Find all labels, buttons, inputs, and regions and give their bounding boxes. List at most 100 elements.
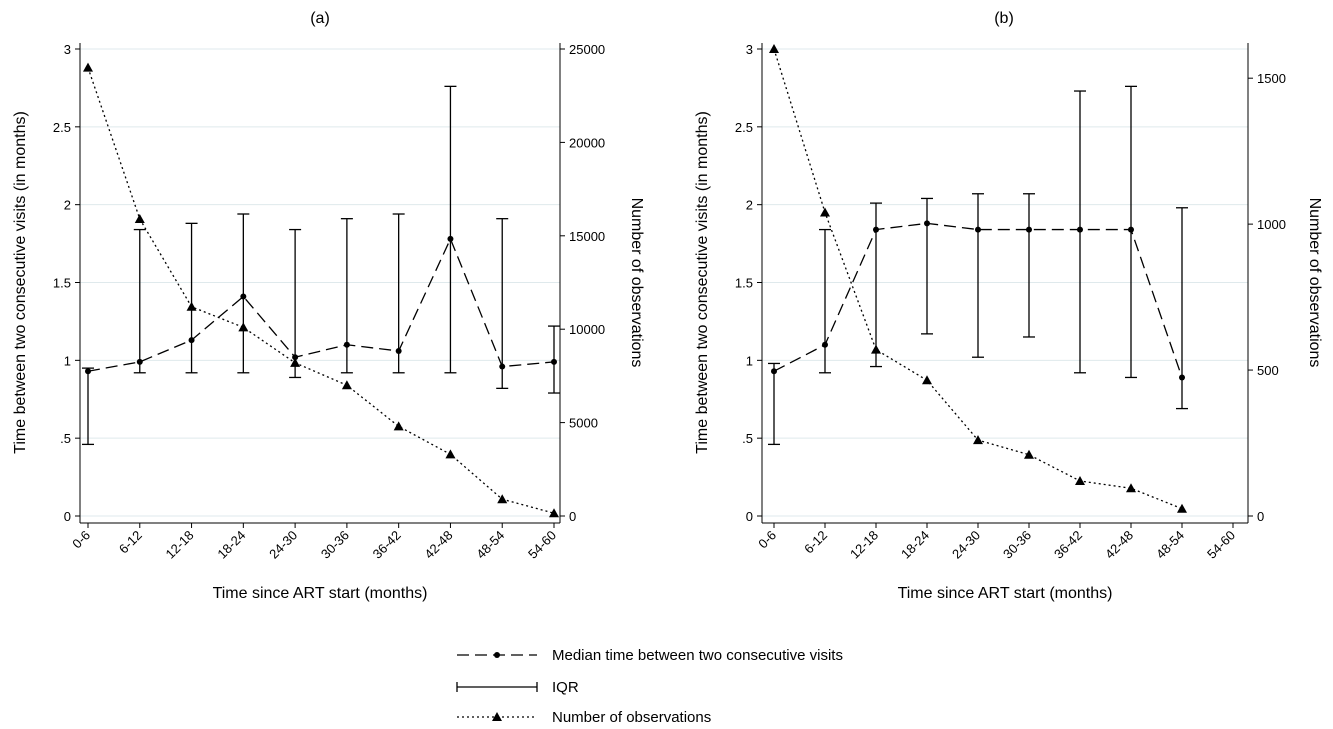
median-point — [822, 341, 828, 348]
observations-point — [83, 62, 93, 72]
y-tick-label: 1.5 — [735, 276, 753, 291]
y2-tick-label: 0 — [569, 509, 576, 524]
x-tick-label: 12-18 — [847, 528, 881, 562]
observations-point — [1024, 449, 1034, 459]
observations-point — [445, 449, 456, 459]
y-tick-label: .5 — [742, 431, 753, 446]
median-point — [188, 337, 195, 344]
y-tick-label: 3 — [64, 42, 71, 57]
x-tick-label: 12-18 — [163, 528, 197, 562]
y2-axis-title: Number of observations — [628, 198, 645, 368]
median-point — [343, 341, 350, 348]
x-tick-label: 30-36 — [1000, 528, 1034, 562]
observations-point — [922, 375, 932, 385]
observations-point — [549, 508, 559, 518]
median-point — [447, 235, 454, 242]
y-tick-label: 1 — [746, 353, 753, 368]
y-tick-label: 2 — [746, 198, 753, 213]
x-axis-title: Time since ART start (months) — [898, 585, 1113, 602]
observations-point — [1075, 475, 1085, 485]
observations-point — [871, 344, 881, 354]
y2-tick-label: 20000 — [569, 135, 605, 150]
median-point — [395, 347, 402, 354]
median-point — [1026, 226, 1032, 233]
legend-median-label: Median time between two consecutive visi… — [552, 647, 843, 664]
y-tick-label: 2 — [64, 198, 71, 213]
x-tick-label: 48-54 — [1153, 528, 1187, 562]
observations-point — [393, 421, 404, 431]
panel-b: (b) 0 .5 1 1.5 2 2.5 3 0 500 1000 1500 0-6 6-12 12-18 1… — [694, 10, 1323, 602]
y2-tick-label: 15000 — [569, 229, 605, 244]
observations-point — [769, 44, 779, 53]
median-point — [136, 358, 143, 365]
median-point — [924, 220, 930, 227]
y-tick-label: .5 — [60, 431, 71, 446]
legend-median: Median time between two consecutive visi… — [457, 647, 843, 664]
median-point — [1128, 226, 1134, 233]
median-line — [87, 237, 555, 372]
y2-tick-label: 5000 — [569, 416, 598, 431]
x-tick-label: 0-6 — [755, 528, 779, 552]
y-axis-title: Time between two consecutive visits (in … — [694, 111, 711, 454]
median-point — [873, 226, 879, 233]
y2-tick-label: 10000 — [569, 322, 605, 337]
y-tick-label: 0 — [746, 509, 753, 524]
median-point — [85, 368, 91, 375]
median-point — [292, 354, 299, 361]
observations-point — [973, 435, 983, 445]
observations-point — [1126, 483, 1136, 493]
x-tick-label: 36-42 — [1051, 528, 1085, 562]
x-tick-label: 0-6 — [69, 528, 93, 552]
x-tick-label: 42-48 — [421, 528, 455, 562]
x-tick-label: 24-30 — [949, 528, 983, 562]
median-point — [1179, 374, 1185, 381]
panel-a: (a) 0 .5 1 1.5 2 2.5 3 0 5000 10000 15000 20000 25000… — [12, 10, 645, 602]
observations-point — [186, 301, 197, 311]
y2-tick-label: 1500 — [1257, 71, 1286, 86]
x-tick-label: 18-24 — [214, 528, 248, 562]
observations-point — [341, 380, 352, 390]
x-tick-label: 54-60 — [1204, 528, 1238, 562]
y-tick-label: 2.5 — [735, 120, 753, 135]
legend-iqr-label: IQR — [552, 679, 579, 696]
x-tick-label: 24-30 — [266, 528, 300, 562]
median-line — [773, 222, 1183, 378]
legend-median-marker — [494, 652, 500, 658]
y-tick-label: 2.5 — [53, 120, 71, 135]
median-point — [499, 363, 506, 370]
median-point — [551, 358, 557, 365]
x-tick-label: 54-60 — [525, 528, 559, 562]
legend-iqr: IQR — [456, 679, 579, 696]
observations-point — [1177, 503, 1187, 513]
y2-tick-label: 25000 — [569, 42, 605, 57]
y-tick-label: 1 — [64, 353, 71, 368]
x-tick-label: 36-42 — [370, 528, 404, 562]
median-point — [975, 226, 981, 233]
legend-observations-label: Number of observations — [552, 709, 711, 726]
panel-title: (b) — [994, 10, 1014, 27]
x-tick-label: 30-36 — [318, 528, 352, 562]
legend: Median time between two consecutive visi… — [456, 647, 843, 726]
observations-point — [134, 213, 145, 223]
observations-point — [290, 357, 301, 367]
observations-point — [820, 207, 830, 217]
observations-point — [238, 322, 249, 332]
y2-tick-label: 0 — [1257, 509, 1264, 524]
median-point — [771, 368, 777, 375]
y2-tick-label: 500 — [1257, 363, 1279, 378]
y2-axis-title: Number of observations — [1306, 198, 1323, 368]
panel-title: (a) — [310, 10, 330, 27]
median-point — [1077, 226, 1083, 233]
legend-observations: Number of observations — [457, 709, 711, 726]
x-tick-label: 48-54 — [473, 528, 507, 562]
median-point — [240, 293, 247, 300]
x-tick-label: 18-24 — [898, 528, 932, 562]
legend-observations-marker — [492, 712, 502, 721]
x-tick-label: 6-12 — [116, 528, 145, 557]
y-tick-label: 1.5 — [53, 276, 71, 291]
observations-point — [497, 494, 508, 504]
x-axis-title: Time since ART start (months) — [213, 585, 428, 602]
x-tick-label: 42-48 — [1102, 528, 1136, 562]
x-tick-label: 6-12 — [801, 528, 830, 557]
